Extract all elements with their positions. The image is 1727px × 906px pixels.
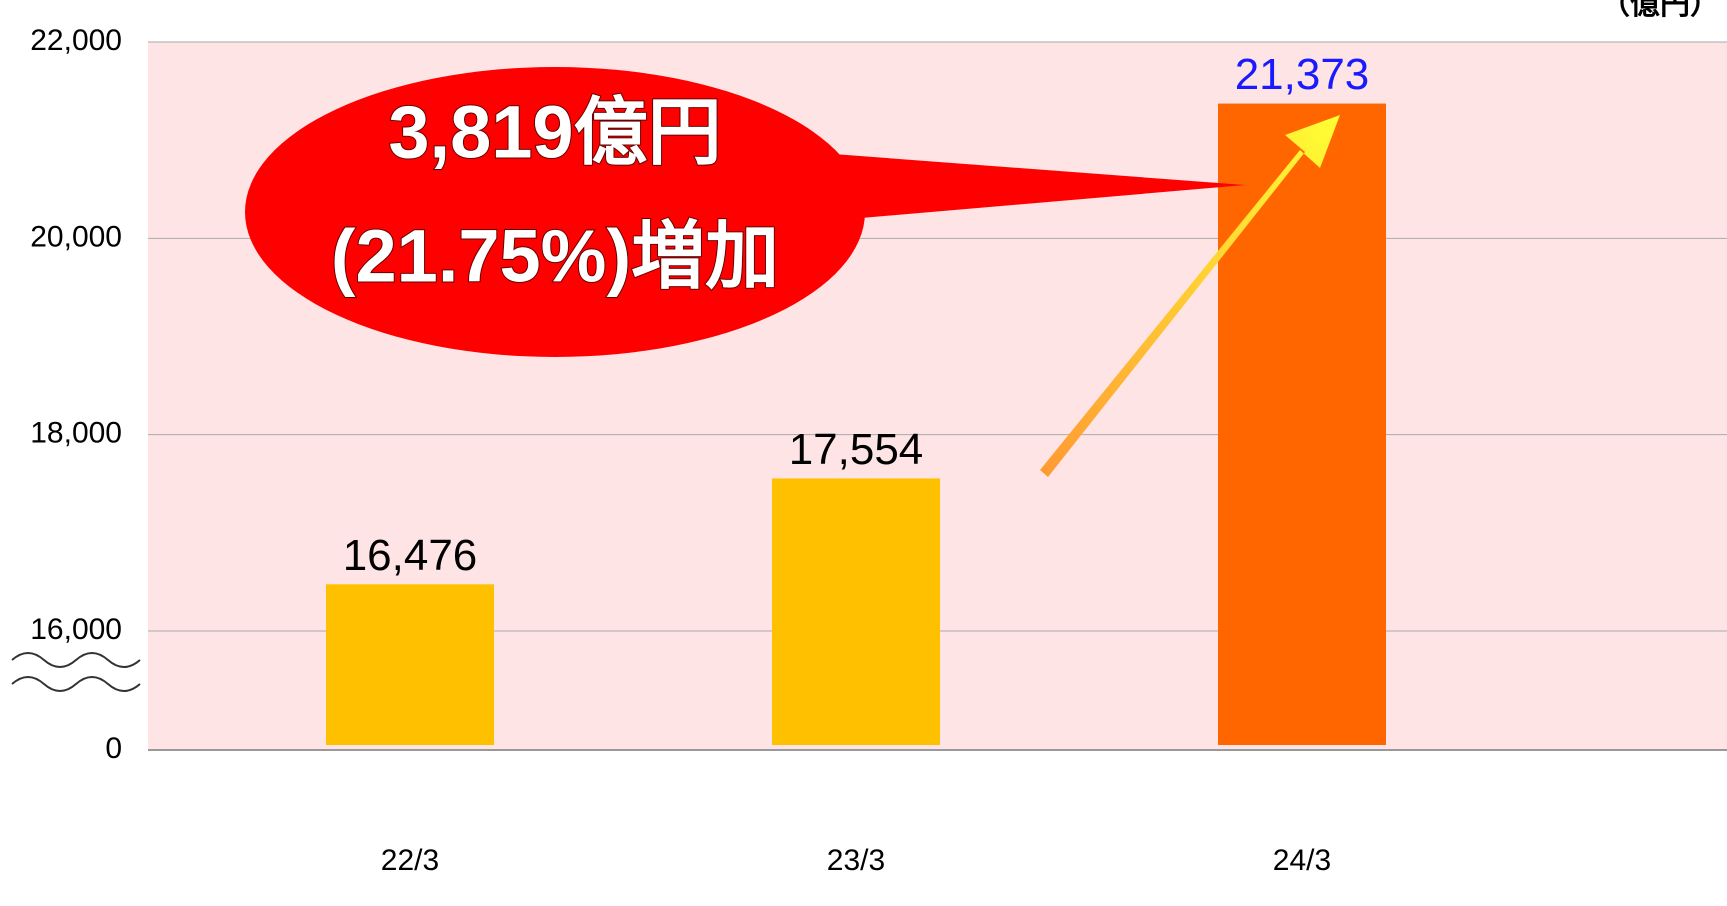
y-tick-label: 0 bbox=[105, 732, 122, 765]
value-label: 21,373 bbox=[1235, 50, 1370, 99]
y-tick-label: 22,000 bbox=[30, 24, 122, 57]
unit-label: （億円） bbox=[1600, 0, 1720, 21]
annotation: (21.75%)増加 bbox=[331, 215, 779, 298]
x-tick-label: 22/3 bbox=[381, 844, 439, 877]
axis-break bbox=[11, 652, 141, 692]
x-tick-label: 23/3 bbox=[827, 844, 885, 877]
bar bbox=[1218, 103, 1386, 746]
y-tick-label: 20,000 bbox=[30, 220, 122, 253]
y-tick-label: 16,000 bbox=[30, 613, 122, 646]
bar bbox=[326, 584, 494, 745]
annotation: 3,819億円 bbox=[388, 91, 721, 174]
arrow bbox=[1040, 115, 1340, 477]
value-label: 16,476 bbox=[343, 531, 478, 580]
x-tick-label: 24/3 bbox=[1273, 844, 1331, 877]
bar bbox=[772, 478, 940, 745]
value-label: 17,554 bbox=[789, 425, 924, 474]
callout bbox=[245, 67, 865, 357]
callout-tail bbox=[780, 150, 1245, 225]
y-tick-label: 18,000 bbox=[30, 417, 122, 450]
